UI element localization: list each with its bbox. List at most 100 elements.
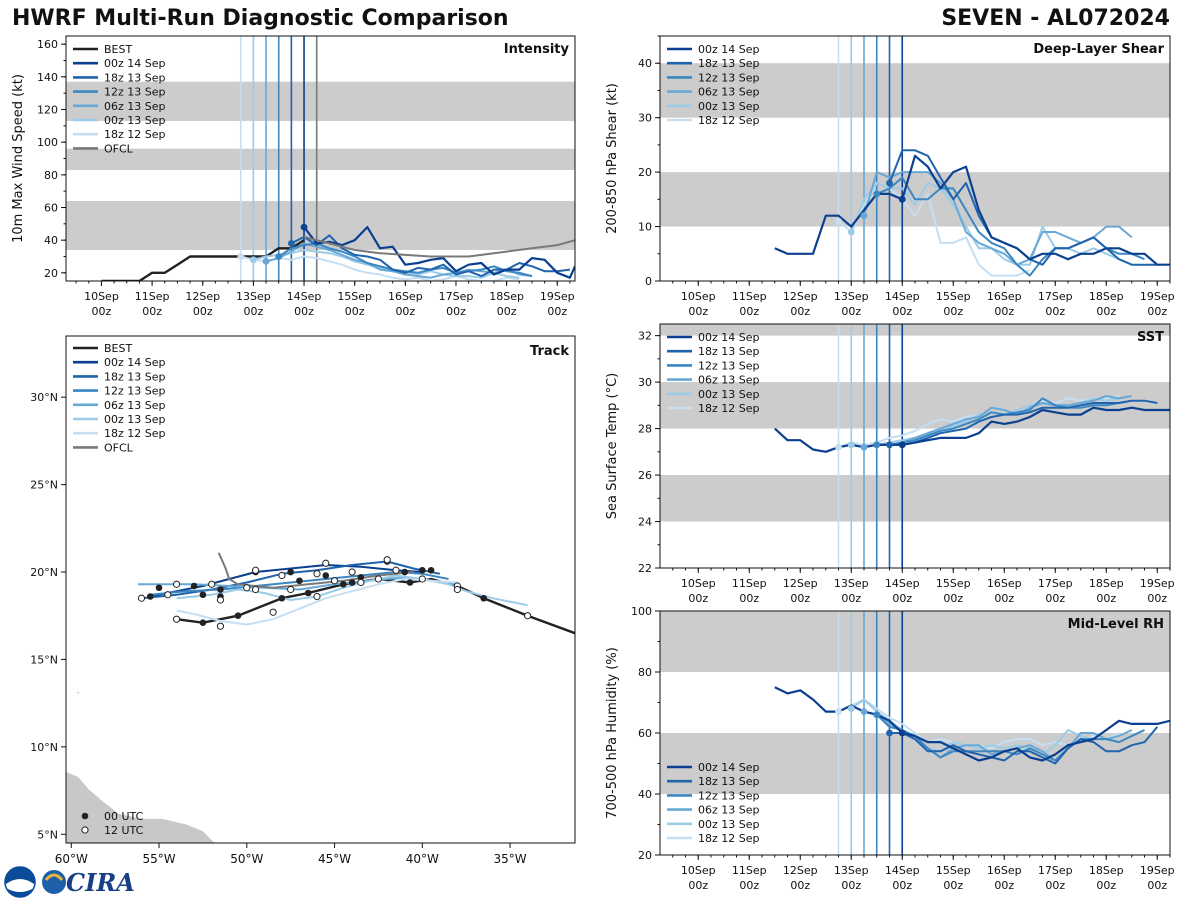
plot-area: [660, 36, 1170, 281]
x-tick-hour: 00z: [1147, 305, 1167, 318]
x-tick-hour: 00z: [943, 879, 963, 892]
shade-band: [660, 324, 1170, 336]
track-line: [176, 578, 458, 626]
panel-track: 60°W 55°W 50°W 45°W 40°W 35°W 5°N 10°N 15°N 20°N 2…: [30, 335, 576, 866]
init-point: [249, 256, 257, 264]
series-line: [850, 182, 1120, 266]
legend-label: 00z 14 Sep: [104, 57, 166, 70]
marker-00utc: [234, 612, 242, 620]
marker-12utc: [383, 556, 391, 564]
panel-title: Deep-Layer Shear: [1033, 42, 1164, 57]
island: [77, 691, 80, 694]
x-tick-hour: 00z: [994, 879, 1014, 892]
marker-12utc: [313, 570, 321, 578]
y-tick-label: 10: [638, 221, 652, 234]
shade-band: [66, 81, 575, 121]
shade-band: [660, 63, 1170, 118]
marker-00utc: [419, 566, 426, 574]
x-tick-hour: 00z: [1096, 305, 1116, 318]
marker-legend-label: 00 UTC: [104, 810, 144, 823]
marker-00utc: [427, 566, 435, 574]
y-axis-label: 10m Max Wind Speed (kt): [11, 74, 26, 243]
marker-12utc: [524, 612, 532, 620]
legend-label: 00z 13 Sep: [104, 413, 166, 426]
marker-00utc: [287, 568, 294, 576]
x-tick-day: 16Sep: [388, 290, 423, 303]
x-tick-day: 13Sep: [834, 577, 869, 590]
marker-12utc: [330, 577, 339, 585]
x-tick-day: 12Sep: [783, 290, 818, 303]
y-tick-label: 22: [638, 562, 652, 575]
x-tick-hour: 00z: [92, 305, 112, 318]
x-tick-hour: 00z: [994, 305, 1014, 318]
legend-label: 12z 13 Sep: [104, 385, 166, 398]
y-tick-label: 20°N: [30, 566, 58, 579]
x-tick-hour: 00z: [1147, 879, 1167, 892]
track-line: [141, 560, 441, 600]
x-tick-day: 15Sep: [936, 864, 971, 877]
series-line: [101, 239, 305, 281]
y-tick-label: 15°N: [30, 653, 58, 666]
marker-12utc: [278, 571, 286, 580]
init-point: [262, 258, 270, 265]
y-tick-label: 25°N: [30, 479, 58, 492]
x-tick-hour: 00z: [688, 305, 708, 318]
land-mass: [66, 770, 216, 843]
x-tick-label: 50°W: [230, 852, 263, 866]
legend-label: 00z 13 Sep: [104, 114, 166, 127]
plot-area: [660, 324, 1170, 568]
init-point: [287, 240, 295, 247]
storm-title: SEVEN - AL072024: [941, 6, 1170, 31]
marker-12utc: [418, 575, 426, 583]
y-axis-label: 700-500 hPa Humidity (%): [605, 647, 620, 819]
x-tick-label: 35°W: [493, 852, 526, 866]
legend-label: 06z 13 Sep: [698, 804, 760, 817]
marker-12utc: [348, 568, 356, 576]
y-axis-label: Sea Surface Temp (°C): [605, 373, 620, 520]
panel-sst: 22 24 26 28 30 32 10Sep 00z 11Sep 00z 12Sep 00z 13Se…: [605, 323, 1175, 605]
panel-title: Track: [530, 344, 569, 359]
y-tick-label: 0: [645, 275, 652, 288]
x-tick-day: 19Sep: [1140, 577, 1175, 590]
init-point: [873, 441, 881, 449]
shade-band: [66, 148, 575, 170]
x-tick-hour: 00z: [994, 592, 1014, 605]
x-tick-day: 13Sep: [834, 864, 869, 877]
marker-legend-12: [81, 826, 89, 834]
x-tick-day: 17Sep: [1038, 290, 1073, 303]
y-tick-label: 20: [638, 849, 652, 862]
marker-12utc: [208, 580, 216, 588]
y-tick-label: 40: [638, 788, 652, 801]
marker-00utc: [155, 584, 163, 592]
x-tick-label: 45°W: [318, 852, 351, 866]
x-tick-day: 15Sep: [936, 577, 971, 590]
init-point: [237, 253, 245, 260]
marker-00utc: [296, 577, 303, 585]
legend-label: 06z 13 Sep: [104, 100, 166, 113]
x-tick-hour: 00z: [1096, 879, 1116, 892]
init-point: [275, 253, 283, 260]
y-tick-label: 5°N: [37, 828, 58, 841]
legend-label: 18z 12 Sep: [104, 128, 166, 141]
init-point: [873, 190, 881, 198]
y-tick-label: 120: [37, 104, 58, 117]
x-tick-day: 18Sep: [489, 290, 524, 303]
x-tick-hour: 00z: [841, 879, 861, 892]
x-tick-day: 10Sep: [681, 864, 716, 877]
x-tick-day: 12Sep: [185, 290, 220, 303]
x-tick-hour: 00z: [294, 305, 314, 318]
y-tick-label: 80: [638, 666, 652, 679]
marker-00utc: [357, 573, 365, 581]
legend-label: 00z 14 Sep: [104, 356, 166, 369]
x-tick-hour: 00z: [790, 879, 810, 892]
marker-00utc: [199, 591, 207, 599]
legend-label: 06z 13 Sep: [104, 399, 166, 412]
series-line: [303, 235, 575, 258]
x-tick-hour: 00z: [892, 879, 912, 892]
x-tick-day: 14Sep: [885, 290, 920, 303]
x-tick-day: 16Sep: [987, 864, 1022, 877]
x-tick-day: 11Sep: [732, 577, 767, 590]
marker-12utc: [392, 566, 400, 574]
marker-00utc: [480, 594, 488, 602]
